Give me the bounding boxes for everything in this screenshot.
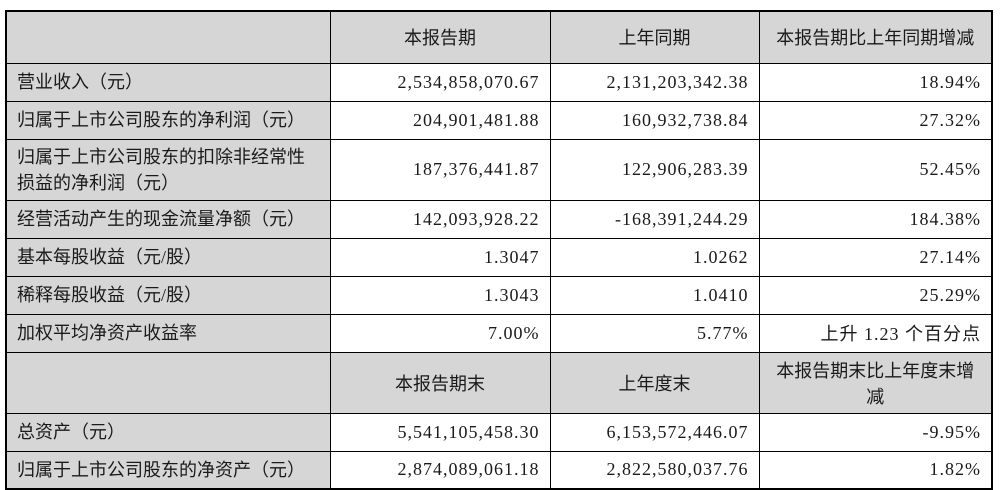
current-period-value: 5,541,105,458.30 [329,412,551,452]
row-label: 基本每股收益（元/股） [5,237,331,277]
table-row-basic-eps: 基本每股收益（元/股） 1.3047 1.0262 27.14% [5,237,993,277]
prior-period-value: 6,153,572,446.07 [549,412,760,452]
table-row-net-profit-excl-nonrecurring: 归属于上市公司股东的扣除非经常性损益的净利润（元） 187,376,441.87… [5,138,993,201]
change-value: 1.82% [758,450,993,490]
current-period-value: 7.00% [329,313,551,353]
table-row-diluted-eps: 稀释每股收益（元/股） 1.3043 1.0410 25.29% [5,275,993,315]
table-row-operating-revenue: 营业收入（元） 2,534,858,070.67 2,131,203,342.3… [5,62,993,102]
change-value: 27.14% [758,237,993,277]
change-value: 27.32% [758,100,993,140]
table-row-net-profit: 归属于上市公司股东的净利润（元） 204,901,481.88 160,932,… [5,100,993,140]
table-row-net-assets: 归属于上市公司股东的净资产（元） 2,874,089,061.18 2,822,… [5,450,993,490]
change-value: 25.29% [758,275,993,315]
prior-period-value: 122,906,283.39 [549,138,760,201]
current-period-value: 187,376,441.87 [329,138,551,201]
row-label: 总资产（元） [5,412,331,452]
row-label: 加权平均净资产收益率 [5,313,331,353]
row-label: 营业收入（元） [5,62,331,102]
column-header-end-change: 本报告期末比上年度末增减 [758,351,993,414]
prior-period-value: 5.77% [549,313,760,353]
change-value: -9.95% [758,412,993,452]
current-period-value: 2,874,089,061.18 [329,450,551,490]
column-header-period-change: 本报告期比上年同期增减 [758,10,993,64]
table-row-operating-cash-flow: 经营活动产生的现金流量净额（元） 142,093,928.22 -168,391… [5,199,993,239]
row-label: 归属于上市公司股东的扣除非经常性损益的净利润（元） [5,138,331,201]
section2-corner-cell [5,351,331,414]
column-header-end-of-prior-year: 上年度末 [549,351,760,414]
current-period-value: 204,901,481.88 [329,100,551,140]
financial-report-page: 本报告期 上年同期 本报告期比上年同期增减 营业收入（元） 2,534,858,… [5,10,993,490]
prior-period-value: 1.0410 [549,275,760,315]
row-label: 稀释每股收益（元/股） [5,275,331,315]
prior-period-value: -168,391,244.29 [549,199,760,239]
column-header-end-of-period: 本报告期末 [329,351,551,414]
current-period-value: 1.3047 [329,237,551,277]
prior-period-value: 1.0262 [549,237,760,277]
change-value: 52.45% [758,138,993,201]
prior-period-value: 2,822,580,037.76 [549,450,760,490]
row-label: 归属于上市公司股东的净利润（元） [5,100,331,140]
change-value: 184.38% [758,199,993,239]
financial-summary-table: 本报告期 上年同期 本报告期比上年同期增减 营业收入（元） 2,534,858,… [5,10,993,490]
change-value: 18.94% [758,62,993,102]
prior-period-value: 160,932,738.84 [549,100,760,140]
prior-period-value: 2,131,203,342.38 [549,62,760,102]
row-label: 归属于上市公司股东的净资产（元） [5,450,331,490]
table-row-weighted-avg-roe: 加权平均净资产收益率 7.00% 5.77% 上升 1.23 个百分点 [5,313,993,353]
section1-corner-cell [5,10,331,64]
current-period-value: 1.3043 [329,275,551,315]
row-label: 经营活动产生的现金流量净额（元） [5,199,331,239]
section2-header-row: 本报告期末 上年度末 本报告期末比上年度末增减 [5,351,993,414]
section1-header-row: 本报告期 上年同期 本报告期比上年同期增减 [5,10,993,64]
current-period-value: 2,534,858,070.67 [329,62,551,102]
column-header-prior-period: 上年同期 [549,10,760,64]
change-value: 上升 1.23 个百分点 [758,313,993,353]
current-period-value: 142,093,928.22 [329,199,551,239]
table-row-total-assets: 总资产（元） 5,541,105,458.30 6,153,572,446.07… [5,412,993,452]
column-header-current-period: 本报告期 [329,10,551,64]
